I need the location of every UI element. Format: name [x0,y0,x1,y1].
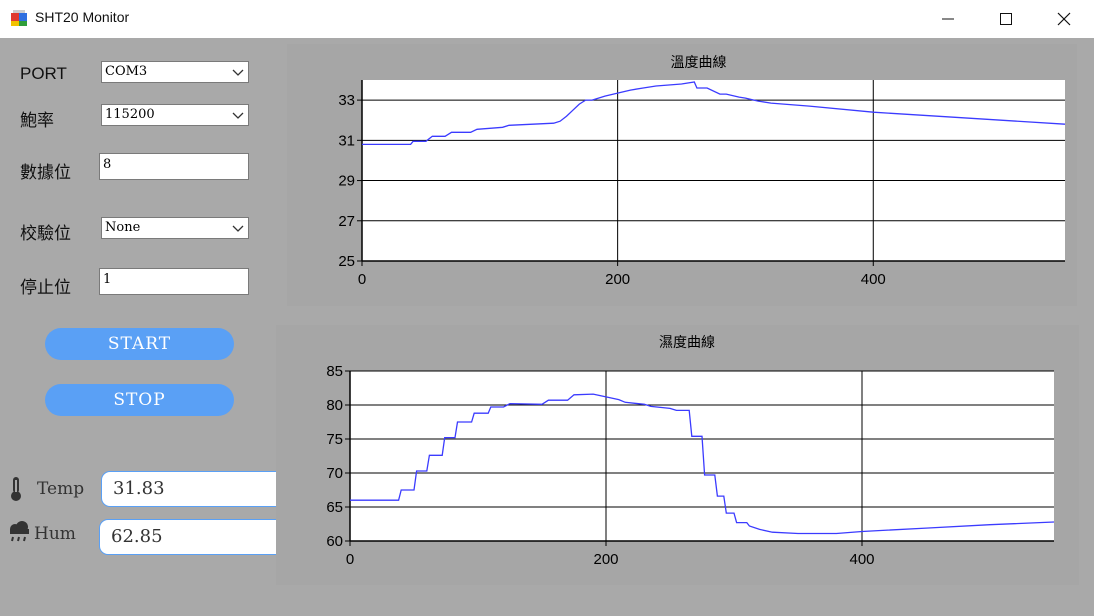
temperature-chart: 溫度曲線 25 27 29 31 33 0 200 400 [338,54,1066,288]
x-tick-label: 0 [346,551,354,568]
temp-label: Temp [37,479,85,499]
x-tick-label: 200 [605,271,630,288]
close-button[interactable] [1035,0,1093,38]
y-tick-label: 31 [338,132,355,149]
hum-readout: 62.85 [99,519,286,555]
baud-label: 鮑率 [20,111,54,131]
app-icon [11,10,27,26]
minimize-button[interactable] [919,0,977,38]
window-title: SHT20 Monitor [35,9,130,25]
x-tick-label: 200 [593,551,618,568]
x-tick-label: 400 [849,551,874,568]
y-tick-label: 27 [338,213,355,230]
chart-title: 溫度曲線 [671,54,727,70]
maximize-button[interactable] [977,0,1035,38]
thermometer-icon [11,477,21,501]
port-select[interactable]: COM3 [101,61,249,83]
chevron-down-icon [232,69,244,76]
y-tick-label: 33 [338,92,355,109]
close-icon [1057,12,1071,26]
temp-readout: 31.83 [101,471,288,507]
x-tick-label: 0 [358,271,366,288]
stop-button[interactable]: STOP [45,384,234,416]
hum-value: 62.85 [111,526,163,547]
hum-label: Hum [34,524,76,544]
databits-value: 8 [103,157,112,172]
start-button[interactable]: START [45,328,234,360]
port-label: PORT [20,64,67,83]
parity-label: 校驗位 [20,224,71,244]
y-tick-label: 75 [326,431,343,448]
y-tick-label: 29 [338,173,355,190]
y-tick-label: 25 [338,253,355,270]
parity-select[interactable]: None [101,217,249,239]
chevron-down-icon [232,225,244,232]
stopbits-value: 1 [103,272,112,287]
plot-area [350,371,1054,541]
temperature-series-line [362,81,1066,146]
databits-label: 數據位 [20,163,71,183]
y-tick-label: 80 [326,397,343,414]
y-tick-label: 70 [326,465,343,482]
chart-title: 濕度曲線 [659,334,715,350]
baud-value: 115200 [105,107,155,122]
y-tick-label: 85 [326,363,343,380]
maximize-icon [1000,13,1012,25]
stopbits-label: 停止位 [20,278,71,298]
humidity-chart: 濕度曲線 60 65 70 75 80 85 0 200 400 [326,334,1055,568]
temp-value: 31.83 [113,478,165,499]
parity-value: None [105,220,141,235]
humidity-series-line [350,393,1055,535]
port-value: COM3 [105,64,148,79]
baud-select[interactable]: 115200 [101,104,249,126]
title-bar: SHT20 Monitor [0,0,1094,38]
x-tick-label: 400 [861,271,886,288]
temperature-chart-panel: 溫度曲線 25 27 29 31 33 0 200 400 [287,44,1077,306]
databits-field[interactable]: 8 [99,153,249,180]
chevron-down-icon [232,112,244,119]
minimize-icon [942,18,954,20]
plot-area [362,80,1065,261]
y-tick-label: 60 [326,533,343,550]
humidity-chart-panel: 濕度曲線 60 65 70 75 80 85 0 200 400 [276,325,1079,585]
rain-cloud-icon [10,521,29,542]
stopbits-field[interactable]: 1 [99,268,249,295]
y-tick-label: 65 [326,499,343,516]
